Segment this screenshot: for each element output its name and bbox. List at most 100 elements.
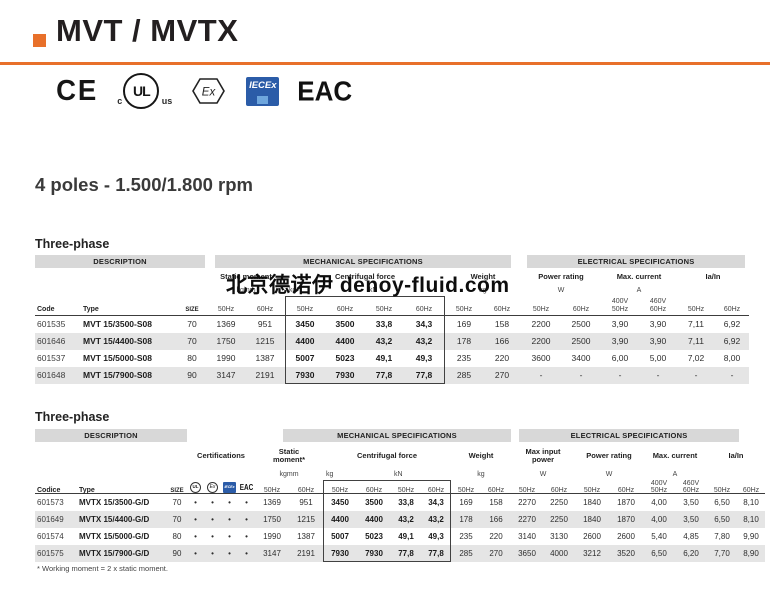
iecex-mini-icon: IECEx — [221, 480, 238, 497]
cell-cert-dot: • — [211, 498, 214, 507]
table1-heading: Three-phase — [35, 237, 110, 251]
cell-mc400: 4,00 — [651, 498, 667, 507]
cell-w50: 178 — [459, 515, 473, 524]
max-current-header: Max. current — [652, 450, 698, 460]
hz50-label: 50Hz — [611, 305, 629, 313]
hz60-header: 60Hz — [550, 487, 568, 495]
cell-size: 90 — [172, 549, 182, 558]
cell-cert-dot: • — [194, 498, 197, 507]
electrical-group-header: ELECTRICAL SPECIFICATIONS — [527, 255, 745, 268]
cell-kg60: 7930 — [365, 549, 383, 558]
cell-sm60: 1215 — [255, 336, 275, 346]
cell-kg50: 7930 — [295, 370, 315, 380]
static-moment-star-label: Static moment* — [272, 446, 306, 464]
hz60-header: 60Hz — [415, 305, 433, 313]
cell-w60: 220 — [494, 353, 510, 363]
cell-mip50: 2270 — [518, 515, 536, 524]
cell-pr50: 2200 — [531, 319, 551, 329]
column-header-row: Code Type SIZE 50Hz 60Hz 50Hz 60Hz 50Hz … — [35, 296, 749, 316]
cell-w50: 169 — [456, 319, 472, 329]
unit-kgmm: kgmm — [279, 470, 299, 478]
table-row: 601648 MVT 15/7900-S08 90 3147 2191 7930… — [35, 367, 749, 384]
cell-kn60: 49,3 — [428, 532, 444, 541]
cell-type: MVT 15/4400-S08 — [83, 336, 152, 346]
cell-size: 70 — [172, 498, 182, 507]
cell-sm60: 2191 — [297, 549, 315, 558]
cell-kg60: 7930 — [335, 370, 355, 380]
cell-pr50: - — [539, 370, 543, 380]
cell-type: MVTX 15/4400-G/D — [79, 515, 150, 524]
v460-label: 460V — [649, 298, 667, 306]
eac-mini-label: EAC — [239, 482, 254, 492]
column-header-row: Codice Type SIZE UL Ex IECEx EAC 50Hz 60… — [35, 480, 765, 494]
cell-pr50: 1840 — [583, 498, 601, 507]
cell-kg60: 3500 — [365, 498, 383, 507]
cell-pr50: 3600 — [531, 353, 551, 363]
electrical-group-header: ELECTRICAL SPECIFICATIONS — [519, 429, 739, 442]
cell-mc400: 6,00 — [611, 353, 629, 363]
cell-w60: 166 — [489, 515, 503, 524]
ia-in-header: Ia/In — [728, 450, 744, 460]
cell-ia50: 7,11 — [688, 319, 704, 329]
hz60-header: 60Hz — [365, 487, 383, 495]
mvtx-table: DESCRIPTION MECHANICAL SPECIFICATIONS EL… — [35, 429, 765, 562]
cell-mc460: 6,20 — [683, 549, 699, 558]
unit-kg: kg — [326, 470, 334, 478]
cell-w50: 178 — [456, 336, 472, 346]
cell-kn50: 49,1 — [375, 353, 393, 363]
cell-cert-dot: • — [245, 549, 248, 558]
hz60-header: 60Hz — [427, 487, 445, 495]
hz50-header: 50Hz — [457, 487, 475, 495]
unit-row: kgmm kg kN kg W W A — [35, 468, 765, 480]
cell-pr60: 2500 — [571, 336, 591, 346]
cell-ia60: - — [730, 370, 734, 380]
cell-ia50: 7,70 — [714, 549, 730, 558]
cell-kn60: 34,3 — [415, 319, 433, 329]
cell-mip60: 3130 — [550, 532, 568, 541]
cell-kn50: 33,8 — [398, 498, 414, 507]
cell-kg50: 4400 — [295, 336, 315, 346]
iecex-mini-label: IECEx — [223, 482, 236, 494]
ul-mini-label: UL — [190, 482, 201, 494]
cell-kg50: 7930 — [331, 549, 349, 558]
cell-sm50: 1750 — [263, 515, 281, 524]
cell-mc460: 4,85 — [683, 532, 699, 541]
cell-pr60: 3400 — [571, 353, 591, 363]
hz60-header: 60Hz — [336, 305, 354, 313]
cell-kg60: 3500 — [335, 319, 355, 329]
cell-code: 601646 — [37, 336, 66, 346]
section-title: 4 poles - 1.500/1.800 rpm — [35, 174, 254, 195]
cell-pr50: 3212 — [583, 549, 601, 558]
cell-size: 70 — [172, 515, 182, 524]
cell-kn60: 43,2 — [415, 336, 433, 346]
cell-mc460: 3,50 — [683, 515, 699, 524]
cell-sm60: 1387 — [297, 532, 315, 541]
hz50-label: 50Hz — [650, 487, 668, 495]
cell-mip50: 3650 — [518, 549, 536, 558]
cell-type: MVTX 15/5000-G/D — [79, 532, 150, 541]
cell-sm50: 1369 — [263, 498, 281, 507]
cell-kg60: 5023 — [365, 532, 383, 541]
cell-w50: 285 — [456, 370, 472, 380]
cell-cert-dot: • — [194, 515, 197, 524]
table-row: 601575 MVTX 15/7900-G/D 90 • • • • 3147 … — [35, 545, 765, 562]
cell-ia60: 8,10 — [743, 515, 759, 524]
v400-label: 400V — [650, 480, 668, 487]
cell-mc400: 5,40 — [651, 532, 667, 541]
cell-ia50: 7,80 — [714, 532, 730, 541]
cell-kg50: 5007 — [331, 532, 349, 541]
cell-mc400: - — [618, 370, 622, 380]
title-bullet-icon — [33, 34, 46, 47]
cell-kg60: 4400 — [365, 515, 383, 524]
cell-cert-dot: • — [245, 515, 248, 524]
type-header: Type — [83, 305, 99, 313]
cell-sm50: 3147 — [216, 370, 236, 380]
hz50-header: 50Hz — [518, 487, 536, 495]
hz50-header: 50Hz — [713, 487, 731, 495]
cell-ia60: 8,10 — [743, 498, 759, 507]
cell-ia50: - — [694, 370, 698, 380]
cell-ia60: 6,92 — [723, 336, 741, 346]
cell-cert-dot: • — [245, 498, 248, 507]
cell-kn50: 43,2 — [375, 336, 393, 346]
ul-us-label: us — [161, 96, 173, 106]
